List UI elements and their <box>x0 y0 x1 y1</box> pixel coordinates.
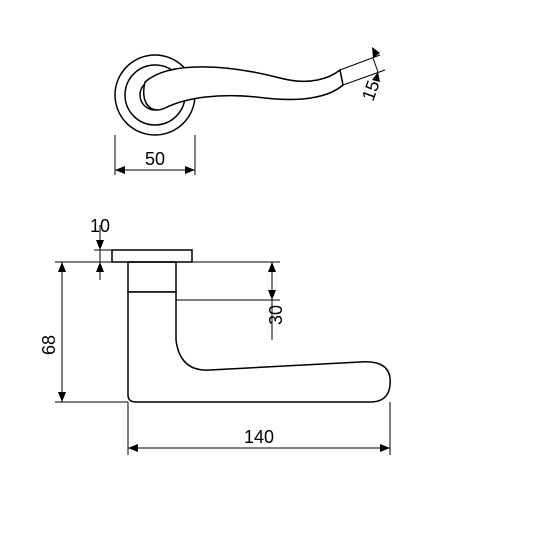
dim-68: 68 <box>39 262 128 402</box>
dim-10: 10 <box>90 216 112 280</box>
lever-front <box>144 67 343 110</box>
dim-30: 30 <box>176 262 286 340</box>
dim-68-label: 68 <box>39 335 59 355</box>
neck <box>128 262 176 292</box>
dim-50: 50 <box>115 135 195 175</box>
dim-30-label: 30 <box>266 305 286 325</box>
dim-10-label: 10 <box>90 216 110 236</box>
front-view: 50 15 <box>115 47 385 175</box>
lever-side <box>128 292 390 402</box>
technical-drawing: 50 15 10 <box>0 0 551 551</box>
dim-140-label: 140 <box>244 427 274 447</box>
dim-50-label: 50 <box>145 149 165 169</box>
mounting-plate <box>112 250 192 262</box>
dim-140: 140 <box>128 402 390 455</box>
side-view: 10 30 68 140 <box>39 216 390 455</box>
dim-15: 15 <box>340 47 385 103</box>
